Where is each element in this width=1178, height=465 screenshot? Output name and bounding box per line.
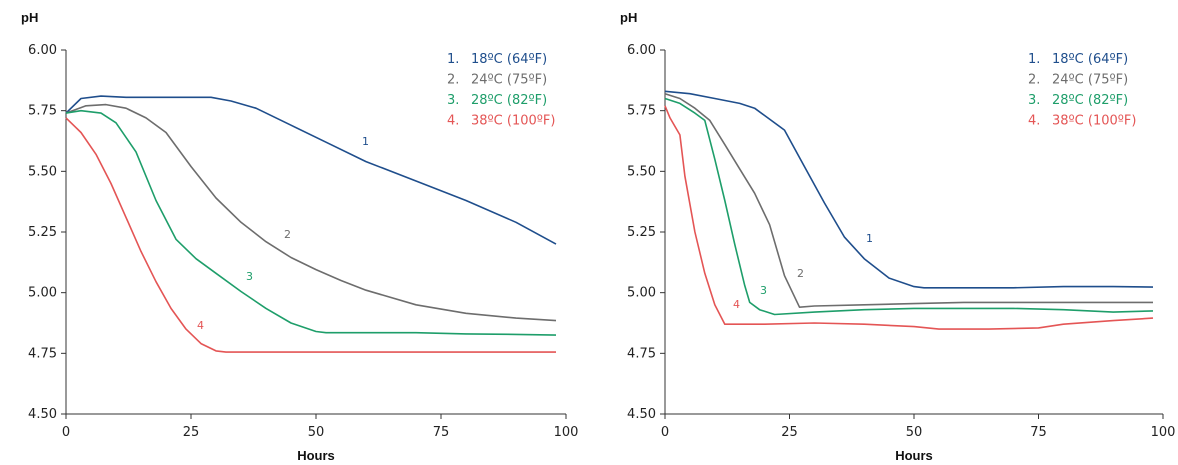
y-tick-label: 5.50 (627, 164, 656, 179)
legend-number-3: 3. (1028, 93, 1040, 108)
legend-number-1: 1. (447, 52, 459, 67)
series-line-4 (65, 117, 556, 353)
y-axis-label: pH (620, 10, 637, 25)
legend-number-4: 4. (447, 114, 459, 129)
y-tick-label: 6.00 (28, 43, 57, 58)
curve-label-1: 1 (362, 135, 369, 148)
series-line-1 (65, 95, 557, 245)
x-axis-label: Hours (297, 448, 335, 463)
x-tick-label: 0 (661, 425, 669, 440)
left-chart: 4.50 4.75 5.00 5.25 5.50 5.75 6.00 0 25 50 75 100 pH… (21, 10, 578, 463)
legend-number-3: 3. (447, 93, 459, 108)
series-line-3 (664, 97, 1154, 316)
x-tick-label: 75 (1030, 425, 1047, 440)
y-tick-label: 5.50 (28, 164, 57, 179)
x-tick-label: 0 (62, 425, 70, 440)
x-tick-label: 50 (906, 425, 923, 440)
y-tick-label: 5.75 (627, 104, 656, 119)
curve-label-2: 2 (284, 228, 291, 241)
y-tick-label: 5.25 (28, 225, 57, 240)
x-tick-label: 75 (433, 425, 450, 440)
y-tick-label: 5.00 (627, 286, 656, 301)
x-tick-label: 100 (554, 425, 579, 440)
x-tick-label: 25 (183, 425, 200, 440)
curve-label-4: 4 (733, 298, 740, 311)
x-tick-label: 100 (1151, 425, 1176, 440)
legend-entry-4: 38ºC (100ºF) (471, 114, 555, 129)
curve-label-3: 3 (760, 284, 767, 297)
series-line-2 (664, 92, 1153, 308)
x-tick-label: 25 (781, 425, 798, 440)
x-axis-label: Hours (895, 448, 933, 463)
y-tick-label: 4.50 (627, 407, 656, 422)
legend-number-1: 1. (1028, 52, 1040, 67)
curve-label-1: 1 (866, 232, 873, 245)
y-tick-label: 5.75 (28, 104, 57, 119)
legend-entry-3: 28ºC (82ºF) (471, 93, 547, 108)
y-axis-label: pH (21, 10, 38, 25)
legend-entry-1: 18ºC (64ºF) (471, 52, 547, 67)
legend-entry-1: 18ºC (64ºF) (1052, 52, 1128, 67)
curve-label-4: 4 (197, 319, 204, 332)
y-tick-label: 5.00 (28, 286, 57, 301)
y-tick-label: 4.50 (28, 407, 57, 422)
legend-entry-2: 24ºC (75ºF) (1052, 73, 1128, 88)
series-line-2 (65, 103, 557, 322)
series-line-4 (664, 105, 1154, 330)
curve-label-3: 3 (246, 270, 253, 283)
legend-number-2: 2. (447, 73, 459, 88)
legend-number-4: 4. (1028, 114, 1040, 129)
curve-label-2: 2 (797, 267, 804, 280)
right-chart: 4.50 4.75 5.00 5.25 5.50 5.75 6.00 0 25 50 75 100 pH… (620, 10, 1175, 463)
y-tick-label: 4.75 (28, 346, 57, 361)
y-tick-label: 4.75 (627, 346, 656, 361)
legend-entry-3: 28ºC (82ºF) (1052, 93, 1128, 108)
y-tick-label: 5.25 (627, 225, 656, 240)
series-line-1 (664, 90, 1154, 289)
x-tick-label: 50 (308, 425, 325, 440)
legend-entry-4: 38ºC (100ºF) (1052, 114, 1136, 129)
legend-number-2: 2. (1028, 73, 1040, 88)
legend-entry-2: 24ºC (75ºF) (471, 73, 547, 88)
y-tick-label: 6.00 (627, 43, 656, 58)
series-line-3 (65, 109, 557, 336)
